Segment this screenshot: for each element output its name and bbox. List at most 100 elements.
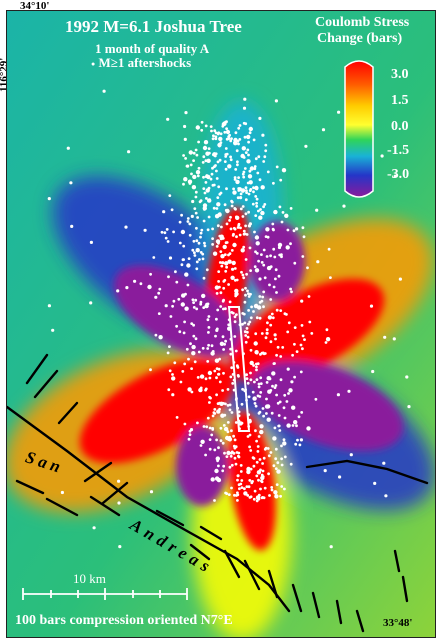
- aftershock-point: [154, 295, 158, 299]
- aftershock-point: [247, 485, 251, 489]
- aftershock-point: [166, 117, 170, 121]
- aftershock-point: [188, 150, 193, 155]
- aftershock-point: [116, 289, 120, 293]
- aftershock-point: [248, 418, 252, 422]
- aftershock-point: [248, 180, 253, 185]
- aftershock-point: [239, 192, 243, 196]
- aftershock-point: [258, 116, 262, 120]
- aftershock-point: [246, 181, 250, 185]
- aftershock-point: [257, 385, 261, 389]
- aftershock-point: [227, 283, 231, 286]
- aftershock-point: [241, 273, 245, 277]
- aftershock-point: [228, 465, 232, 469]
- scale-bar-label: 10 km: [73, 571, 106, 586]
- aftershock-point: [254, 404, 258, 408]
- aftershock-point: [209, 177, 213, 181]
- aftershock-point: [241, 288, 245, 292]
- aftershock-point: [237, 187, 243, 192]
- aftershock-point: [270, 411, 274, 415]
- aftershock-point: [254, 214, 258, 218]
- aftershock-point: [325, 328, 329, 332]
- aftershock-point: [201, 161, 205, 164]
- aftershock-point: [255, 197, 259, 201]
- aftershock-point: [259, 429, 264, 435]
- aftershock-point: [236, 226, 240, 229]
- aftershock-point: [190, 322, 194, 325]
- aftershock-point: [171, 304, 175, 308]
- aftershock-point: [227, 493, 231, 496]
- aftershock-point: [51, 328, 55, 332]
- aftershock-point: [163, 231, 167, 235]
- aftershock-point: [186, 220, 190, 223]
- aftershock-point: [246, 289, 249, 293]
- aftershock-point: [235, 364, 239, 368]
- aftershock-point: [267, 315, 273, 320]
- aftershock-point: [302, 235, 306, 239]
- aftershock-point: [337, 110, 341, 114]
- aftershock-point: [217, 372, 220, 376]
- aftershock-point: [240, 479, 244, 482]
- aftershock-point: [288, 388, 293, 393]
- aftershock-point: [231, 311, 235, 315]
- aftershock-point: [233, 438, 237, 442]
- aftershock-point: [228, 300, 232, 304]
- aftershock-point: [214, 468, 219, 474]
- aftershock-point: [212, 206, 216, 210]
- aftershock-point: [196, 174, 200, 178]
- aftershock-point: [218, 285, 221, 289]
- aftershock-point: [235, 149, 239, 153]
- aftershock-point: [295, 424, 298, 428]
- fault-trace-19: [199, 525, 223, 541]
- aftershock-point: [192, 301, 196, 304]
- aftershock-point: [272, 464, 276, 468]
- aftershock-point: [252, 310, 255, 313]
- aftershock-point: [244, 286, 247, 290]
- aftershock-point: [246, 435, 250, 438]
- aftershock-point: [207, 215, 211, 219]
- aftershock-point: [224, 307, 227, 311]
- aftershock-point: [184, 111, 188, 115]
- aftershock-point: [218, 407, 222, 411]
- aftershock-point: [187, 357, 190, 361]
- aftershock-point: [282, 406, 286, 410]
- aftershock-point: [187, 437, 191, 441]
- aftershock-point: [181, 370, 185, 373]
- aftershock-point: [223, 130, 227, 134]
- aftershock-point: [279, 355, 283, 358]
- aftershock-point: [225, 492, 229, 495]
- aftershock-point: [215, 438, 219, 442]
- aftershock-point: [253, 265, 257, 269]
- aftershock-point: [191, 185, 197, 190]
- legend-tick-3.0: 3.0: [391, 67, 409, 82]
- aftershock-point: [216, 202, 221, 207]
- aftershock-point: [287, 321, 291, 325]
- aftershock-point: [236, 478, 239, 482]
- aftershock-point: [175, 324, 179, 328]
- rupture-plane: [227, 306, 251, 432]
- aftershock-point: [272, 436, 277, 441]
- aftershock-point: [171, 373, 174, 376]
- aftershock-point: [143, 228, 147, 232]
- aftershock-point: [266, 447, 270, 450]
- aftershock-point: [296, 438, 299, 442]
- aftershock-point: [207, 315, 211, 318]
- aftershock-point: [193, 207, 197, 211]
- aftershock-point: [260, 479, 263, 483]
- aftershock-point: [261, 351, 265, 355]
- aftershock-point: [190, 172, 193, 176]
- aftershock-point: [242, 175, 246, 179]
- aftershock-point: [168, 369, 172, 373]
- aftershock-point: [316, 260, 320, 264]
- aftershock-point: [208, 438, 212, 441]
- aftershock-point: [280, 255, 283, 259]
- aftershock-point: [347, 389, 351, 393]
- aftershock-point: [234, 207, 237, 211]
- aftershock-point: [215, 367, 219, 370]
- aftershock-point: [250, 481, 254, 485]
- aftershock-point: [195, 153, 199, 157]
- aftershock-point: [278, 400, 282, 404]
- aftershock-point: [188, 222, 192, 226]
- aftershock-point: [171, 393, 175, 397]
- lobe-purple-ne-small: [249, 221, 305, 301]
- aftershock-point: [230, 429, 233, 433]
